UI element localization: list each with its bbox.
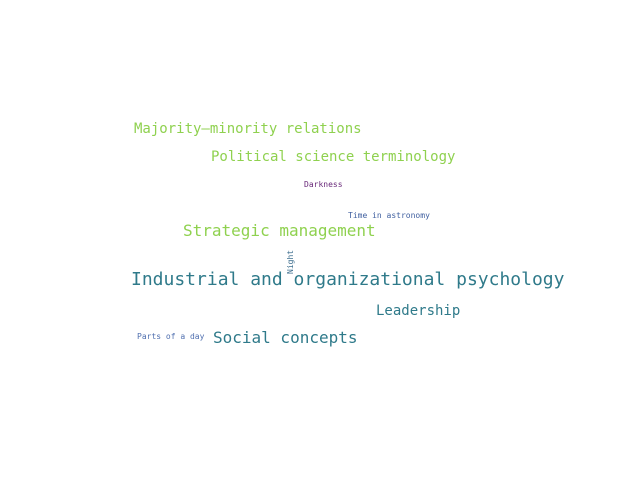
word-darkness: Darkness: [304, 180, 343, 189]
word-strategic-management: Strategic management: [183, 221, 376, 240]
word-leadership: Leadership: [376, 303, 461, 319]
word-social-concepts: Social concepts: [213, 328, 358, 347]
word-parts-of-a-day: Parts of a day: [137, 332, 205, 341]
word-time-in-astronomy: Time in astronomy: [348, 211, 430, 220]
word-majority-minority-relations: Majority–minority relations: [134, 121, 362, 137]
word-industrial-organizational-psychology: Industrial and organizational psychology: [131, 269, 565, 290]
word-political-science-terminology: Political science terminology: [211, 149, 456, 165]
